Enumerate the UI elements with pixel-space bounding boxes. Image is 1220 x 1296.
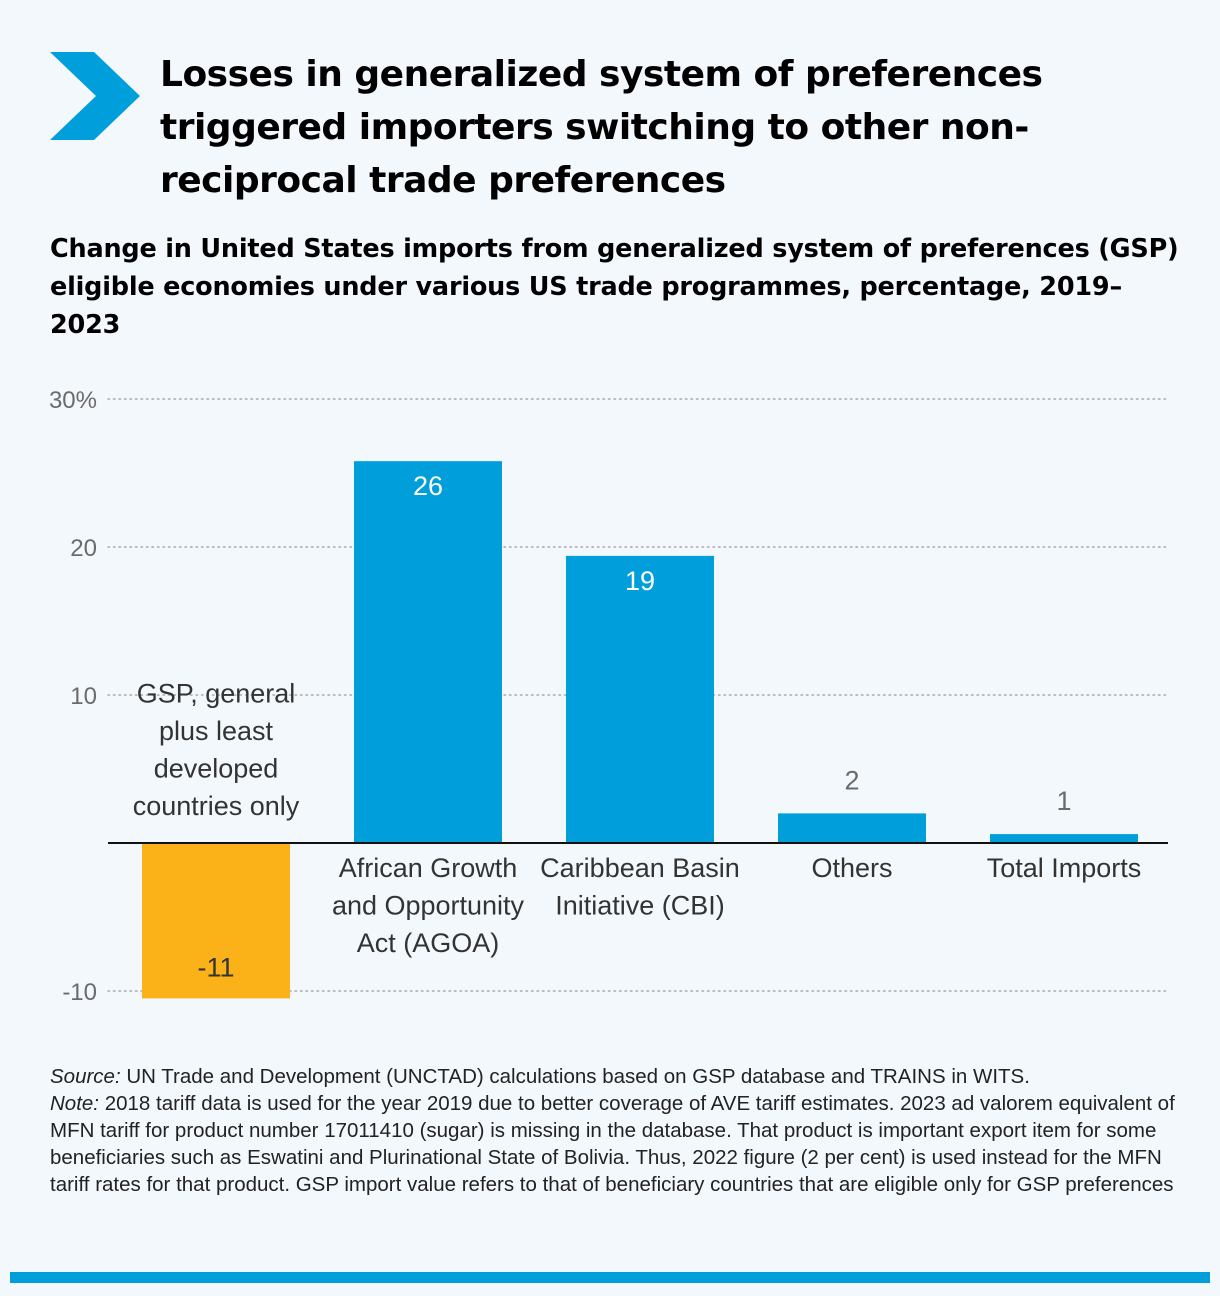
- chart-subtitle: Change in United States imports from gen…: [50, 234, 1179, 340]
- bar: [566, 555, 714, 843]
- bar: [354, 461, 502, 843]
- category-label-line: Act (AGOA): [357, 928, 500, 958]
- category-label: Total Imports: [987, 853, 1142, 883]
- category-label-line: Initiative (CBI): [555, 891, 725, 921]
- data-label: 2: [844, 765, 859, 795]
- category-label-line: countries only: [133, 791, 300, 821]
- bottom-accent-bar: [10, 1272, 1210, 1283]
- category-label: GSP, general plus least developed countries…: [133, 679, 300, 822]
- bar: [778, 813, 926, 843]
- note-text: 2018 tariff data is used for the year 20…: [50, 1092, 1175, 1196]
- y-tick-label: -10: [62, 979, 97, 1006]
- data-label: -11: [197, 952, 234, 982]
- data-label: 1: [1056, 786, 1071, 816]
- category-label: African Growth and Opportunity Act (AGOA): [332, 853, 525, 958]
- source-label: Source:: [50, 1065, 121, 1088]
- category-label: Others: [811, 853, 892, 883]
- category-label-line: and Opportunity: [332, 891, 525, 921]
- chevron-right-icon: [50, 52, 140, 140]
- category-label-line: Caribbean Basin: [540, 853, 740, 883]
- labels: 30% 20 10 -10 -11 GSP, general plus least devel…: [49, 387, 1141, 1006]
- category-label-line: plus least: [159, 716, 274, 746]
- category-label: Caribbean Basin Initiative (CBI): [540, 853, 740, 921]
- data-label: 19: [625, 566, 655, 596]
- note-label: Note:: [50, 1092, 99, 1115]
- category-label-line: African Growth: [339, 853, 518, 883]
- source-text: UN Trade and Development (UNCTAD) calcul…: [120, 1065, 1030, 1088]
- bar: [990, 834, 1138, 843]
- y-tick-label: 20: [70, 535, 97, 562]
- category-label-line: developed: [154, 754, 279, 784]
- footnote: Source: UN Trade and Development (UNCTAD…: [50, 1063, 1180, 1198]
- bars: [108, 461, 1168, 999]
- data-label: 26: [413, 471, 443, 501]
- category-label-line: GSP, general: [137, 679, 296, 709]
- chart-title: Losses in generalized system of preferen…: [160, 54, 1043, 201]
- y-tick-label: 10: [70, 683, 97, 710]
- category-label-line: Total Imports: [987, 853, 1142, 883]
- bar: [142, 843, 290, 999]
- category-label-line: Others: [811, 853, 892, 883]
- y-tick-label: 30%: [49, 387, 97, 414]
- bar-chart: 30% 20 10 -10 -11 GSP, general plus least devel…: [49, 387, 1169, 1006]
